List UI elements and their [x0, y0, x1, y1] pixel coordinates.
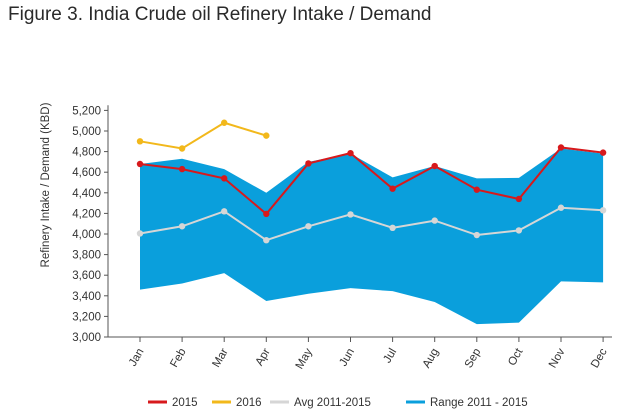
- data-point: [515, 227, 523, 234]
- y-tick-label: 3,000: [72, 332, 101, 344]
- y-tick-label: 4,000: [72, 229, 101, 241]
- x-tick-label: Apr: [254, 346, 273, 368]
- series-line: [139, 206, 604, 242]
- data-point: [178, 145, 186, 152]
- data-point: [178, 165, 186, 173]
- x-tick-label: Oct: [506, 346, 526, 368]
- data-point: [305, 223, 312, 230]
- data-point: [263, 132, 270, 139]
- y-tick-label: 3,800: [72, 250, 101, 262]
- legend-label: 2016: [236, 397, 262, 409]
- data-point: [221, 208, 228, 215]
- y-tick-label: 4,600: [72, 167, 101, 179]
- plot-area: [136, 119, 607, 325]
- y-tick-label: 5,000: [72, 126, 101, 138]
- data-point: [557, 204, 565, 211]
- data-point: [178, 223, 186, 230]
- data-point: [431, 162, 438, 170]
- x-tick-label: Jan: [127, 347, 147, 369]
- y-axis-label: Refinery Intake / Demand (KBD): [40, 102, 52, 267]
- data-point: [473, 231, 480, 239]
- y-tick-label: 5,200: [72, 105, 101, 117]
- data-point: [136, 138, 144, 145]
- x-tick-label: Dec: [589, 346, 610, 370]
- x-tick-label: Jun: [337, 347, 357, 369]
- data-point: [263, 210, 270, 218]
- x-tick-label: May: [294, 346, 315, 371]
- y-tick-label: 4,400: [72, 188, 101, 200]
- series-line: [139, 146, 604, 216]
- data-point: [136, 160, 144, 168]
- data-point: [347, 211, 354, 218]
- legend-label: 2015: [172, 397, 198, 409]
- x-tick-label: Jul: [381, 347, 399, 366]
- legend: 2015 2016 Avg 2011-2015 Range 2011 - 2015: [148, 397, 528, 409]
- legend-label: Avg 2011-2015: [294, 397, 371, 409]
- data-point: [515, 195, 523, 203]
- x-tick-label: Sep: [463, 347, 484, 371]
- data-point: [557, 144, 565, 151]
- data-point: [389, 185, 396, 192]
- y-tick-label: 4,800: [72, 147, 101, 159]
- series-line: [139, 121, 267, 150]
- data-point: [599, 149, 607, 156]
- x-tick-label: Feb: [168, 347, 188, 370]
- data-point: [347, 149, 354, 157]
- x-tick-label: Mar: [210, 346, 230, 369]
- data-point: [389, 224, 396, 232]
- data-point: [305, 160, 312, 167]
- legend-label: Range 2011 - 2015: [430, 397, 528, 409]
- data-point: [599, 207, 607, 214]
- data-point: [136, 230, 144, 237]
- data-point: [473, 186, 480, 193]
- x-tick-label: Nov: [547, 346, 568, 370]
- x-tick-label: Aug: [421, 347, 442, 371]
- data-point: [431, 217, 438, 224]
- y-tick-label: 3,600: [72, 270, 101, 282]
- figure-title: Figure 3. India Crude oil Refinery Intak…: [8, 4, 432, 25]
- data-point: [221, 119, 228, 126]
- data-point: [263, 236, 270, 244]
- y-axis: 3,000 3,200 3,400 3,600 3,800 4,000 4,200 4,400…: [72, 105, 109, 344]
- y-tick-label: 3,200: [72, 311, 101, 323]
- x-axis: Jan Feb Mar Apr May Jun Jul Aug Sep Oct Nov Dec: [108, 336, 612, 371]
- data-point: [221, 175, 228, 182]
- y-tick-label: 4,200: [72, 208, 101, 220]
- y-tick-label: 3,400: [72, 291, 101, 303]
